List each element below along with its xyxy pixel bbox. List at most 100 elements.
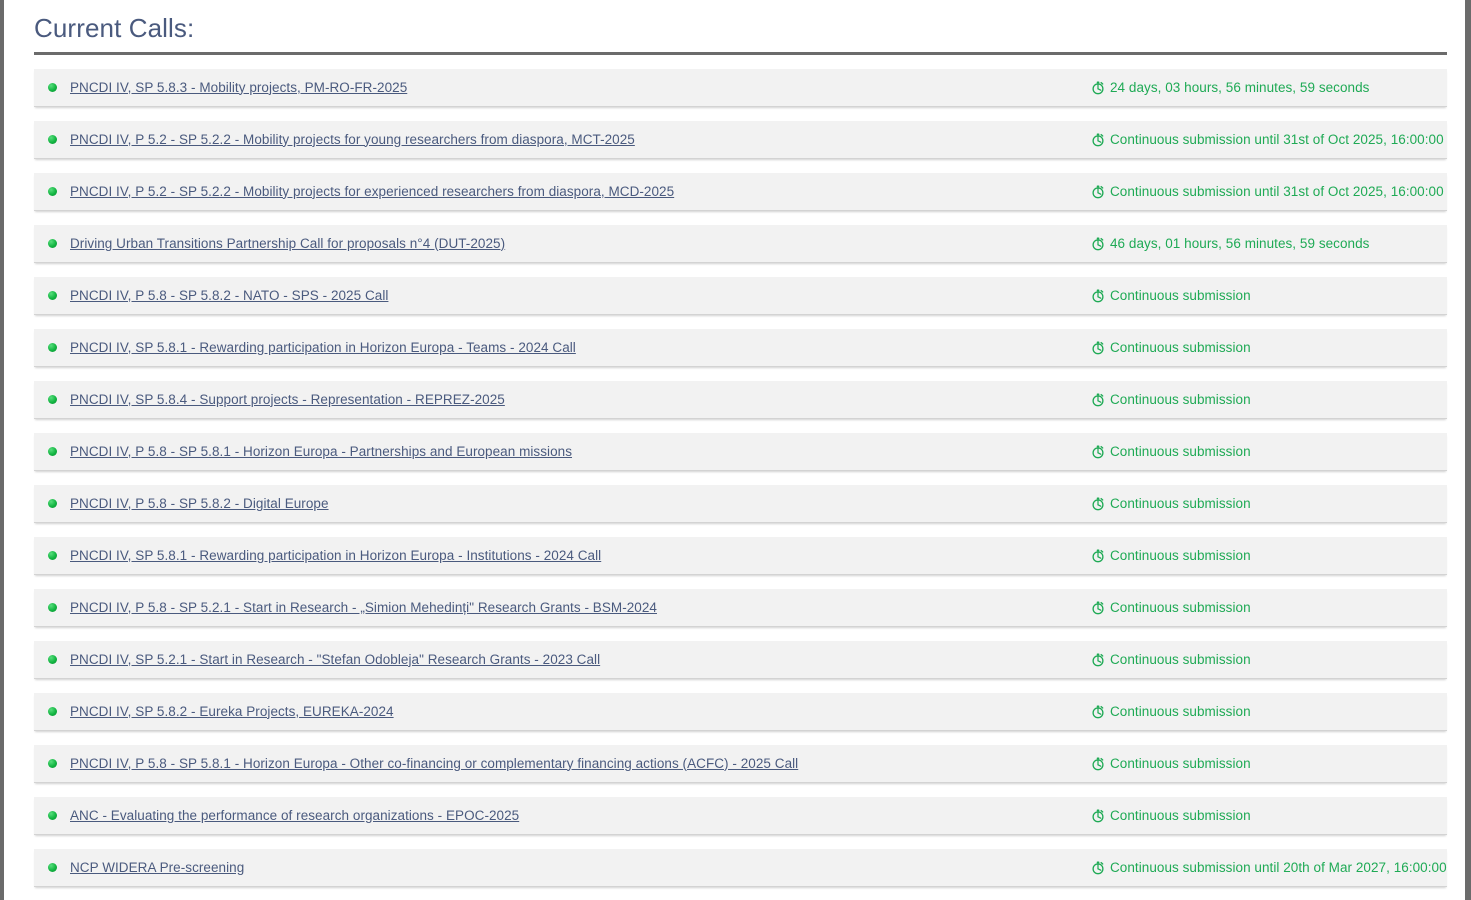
call-row[interactable]: PNCDI IV, P 5.8 - SP 5.8.1 - Horizon Eur… — [34, 433, 1447, 471]
call-title-link[interactable]: PNCDI IV, SP 5.8.2 - Eureka Projects, EU… — [70, 703, 394, 719]
stopwatch-icon — [1091, 132, 1105, 148]
call-row[interactable]: Driving Urban Transitions Partnership Ca… — [34, 225, 1447, 263]
deadline-cell: 24 days, 03 hours, 56 minutes, 59 second… — [1090, 80, 1447, 96]
deadline-cell: Continuous submission — [1090, 392, 1447, 408]
deadline-cell: Continuous submission — [1090, 808, 1447, 824]
bullet-cell — [34, 343, 70, 352]
stopwatch-icon — [1091, 496, 1105, 512]
bullet-cell — [34, 759, 70, 768]
bullet-cell — [34, 863, 70, 872]
stopwatch-icon — [1091, 184, 1105, 200]
deadline-cell: Continuous submission — [1090, 652, 1447, 668]
call-row[interactable]: PNCDI IV, P 5.8 - SP 5.8.2 - Digital Eur… — [34, 485, 1447, 523]
call-row[interactable]: PNCDI IV, SP 5.2.1 - Start in Research -… — [34, 641, 1447, 679]
deadline-cell: Continuous submission — [1090, 756, 1447, 772]
bullet-cell — [34, 135, 70, 144]
deadline-cell: Continuous submission until 31st of Oct … — [1090, 132, 1447, 148]
green-dot-icon — [47, 83, 57, 92]
green-dot-icon — [47, 551, 57, 560]
call-title-link[interactable]: PNCDI IV, P 5.8 - SP 5.8.1 - Horizon Eur… — [70, 443, 573, 459]
call-row[interactable]: PNCDI IV, P 5.8 - SP 5.8.1 - Horizon Eur… — [34, 745, 1447, 783]
call-row[interactable]: PNCDI IV, SP 5.8.3 - Mobility projects, … — [34, 69, 1447, 107]
call-row[interactable]: PNCDI IV, P 5.2 - SP 5.2.2 - Mobility pr… — [34, 121, 1447, 159]
deadline-text: Continuous submission — [1110, 807, 1251, 823]
call-title-link[interactable]: PNCDI IV, P 5.8 - SP 5.8.2 - Digital Eur… — [70, 495, 329, 511]
call-title-link[interactable]: PNCDI IV, SP 5.2.1 - Start in Research -… — [70, 651, 601, 667]
bullet-cell — [34, 655, 70, 664]
call-title-link[interactable]: NCP WIDERA Pre-screening — [70, 859, 245, 875]
green-dot-icon — [47, 759, 57, 768]
page-title: Current Calls: — [34, 13, 195, 43]
call-title-link[interactable]: PNCDI IV, P 5.8 - SP 5.2.1 - Start in Re… — [70, 599, 657, 615]
green-dot-icon — [47, 655, 57, 664]
deadline-text: Continuous submission until 31st of Oct … — [1110, 183, 1444, 199]
stopwatch-icon — [1091, 80, 1105, 96]
call-title-link[interactable]: PNCDI IV, P 5.2 - SP 5.2.2 - Mobility pr… — [70, 131, 635, 147]
call-title-link[interactable]: Driving Urban Transitions Partnership Ca… — [70, 235, 506, 251]
bullet-cell — [34, 707, 70, 716]
bullet-cell — [34, 395, 70, 404]
stopwatch-icon — [1091, 340, 1105, 356]
green-dot-icon — [47, 187, 57, 196]
deadline-cell: Continuous submission — [1090, 496, 1447, 512]
bullet-cell — [34, 551, 70, 560]
deadline-cell: 46 days, 01 hours, 56 minutes, 59 second… — [1090, 236, 1447, 252]
bullet-cell — [34, 499, 70, 508]
deadline-text: Continuous submission — [1110, 391, 1251, 407]
bullet-cell — [34, 447, 70, 456]
deadline-text: Continuous submission — [1110, 443, 1251, 459]
stopwatch-icon — [1091, 600, 1105, 616]
call-title-link[interactable]: PNCDI IV, SP 5.8.1 - Rewarding participa… — [70, 339, 576, 355]
bullet-cell — [34, 603, 70, 612]
call-row[interactable]: PNCDI IV, SP 5.8.1 - Rewarding participa… — [34, 537, 1447, 575]
deadline-cell: Continuous submission — [1090, 340, 1447, 356]
deadline-text: 46 days, 01 hours, 56 minutes, 59 second… — [1110, 235, 1370, 251]
deadline-text: 24 days, 03 hours, 56 minutes, 59 second… — [1110, 79, 1370, 95]
call-row[interactable]: PNCDI IV, P 5.8 - SP 5.2.1 - Start in Re… — [34, 589, 1447, 627]
deadline-cell: Continuous submission until 31st of Oct … — [1090, 184, 1447, 200]
call-title-link[interactable]: PNCDI IV, SP 5.8.4 - Support projects - … — [70, 391, 505, 407]
green-dot-icon — [47, 707, 57, 716]
stopwatch-icon — [1091, 444, 1105, 460]
call-row[interactable]: PNCDI IV, P 5.8 - SP 5.8.2 - NATO - SPS … — [34, 277, 1447, 315]
green-dot-icon — [47, 603, 57, 612]
green-dot-icon — [47, 395, 57, 404]
green-dot-icon — [47, 291, 57, 300]
stopwatch-icon — [1091, 704, 1105, 720]
call-row[interactable]: PNCDI IV, SP 5.8.4 - Support projects - … — [34, 381, 1447, 419]
green-dot-icon — [47, 343, 57, 352]
call-title-link[interactable]: ANC - Evaluating the performance of rese… — [70, 807, 520, 823]
deadline-cell: Continuous submission — [1090, 600, 1447, 616]
call-row[interactable]: ANC - Evaluating the performance of rese… — [34, 797, 1447, 835]
deadline-text: Continuous submission — [1110, 339, 1251, 355]
call-title-link[interactable]: PNCDI IV, SP 5.8.1 - Rewarding participa… — [70, 547, 602, 563]
current-calls-list: PNCDI IV, SP 5.8.3 - Mobility projects, … — [30, 69, 1447, 887]
call-title-link[interactable]: PNCDI IV, SP 5.8.3 - Mobility projects, … — [70, 79, 408, 95]
deadline-text: Continuous submission — [1110, 651, 1251, 667]
call-title-link[interactable]: PNCDI IV, P 5.8 - SP 5.8.2 - NATO - SPS … — [70, 287, 389, 303]
green-dot-icon — [47, 811, 57, 820]
main-content: Current Calls: PNCDI IV, SP 5.8.3 - Mobi… — [30, 0, 1447, 900]
call-title-link[interactable]: PNCDI IV, P 5.2 - SP 5.2.2 - Mobility pr… — [70, 183, 675, 199]
deadline-cell: Continuous submission — [1090, 548, 1447, 564]
deadline-cell: Continuous submission — [1090, 444, 1447, 460]
deadline-text: Continuous submission until 31st of Oct … — [1110, 131, 1444, 147]
green-dot-icon — [47, 135, 57, 144]
call-row[interactable]: NCP WIDERA Pre-screening Continuous subm… — [34, 849, 1447, 887]
title-divider — [34, 52, 1447, 55]
deadline-text: Continuous submission — [1110, 287, 1251, 303]
call-row[interactable]: PNCDI IV, P 5.2 - SP 5.2.2 - Mobility pr… — [34, 173, 1447, 211]
call-title-link[interactable]: PNCDI IV, P 5.8 - SP 5.8.1 - Horizon Eur… — [70, 755, 799, 771]
stopwatch-icon — [1091, 860, 1105, 876]
call-row[interactable]: PNCDI IV, SP 5.8.2 - Eureka Projects, EU… — [34, 693, 1447, 731]
green-dot-icon — [47, 239, 57, 248]
deadline-text: Continuous submission until 20th of Mar … — [1110, 859, 1447, 875]
call-row[interactable]: PNCDI IV, SP 5.8.1 - Rewarding participa… — [34, 329, 1447, 367]
stopwatch-icon — [1091, 652, 1105, 668]
deadline-text: Continuous submission — [1110, 703, 1251, 719]
stopwatch-icon — [1091, 548, 1105, 564]
deadline-text: Continuous submission — [1110, 755, 1251, 771]
deadline-cell: Continuous submission — [1090, 288, 1447, 304]
green-dot-icon — [47, 447, 57, 456]
bullet-cell — [34, 83, 70, 92]
